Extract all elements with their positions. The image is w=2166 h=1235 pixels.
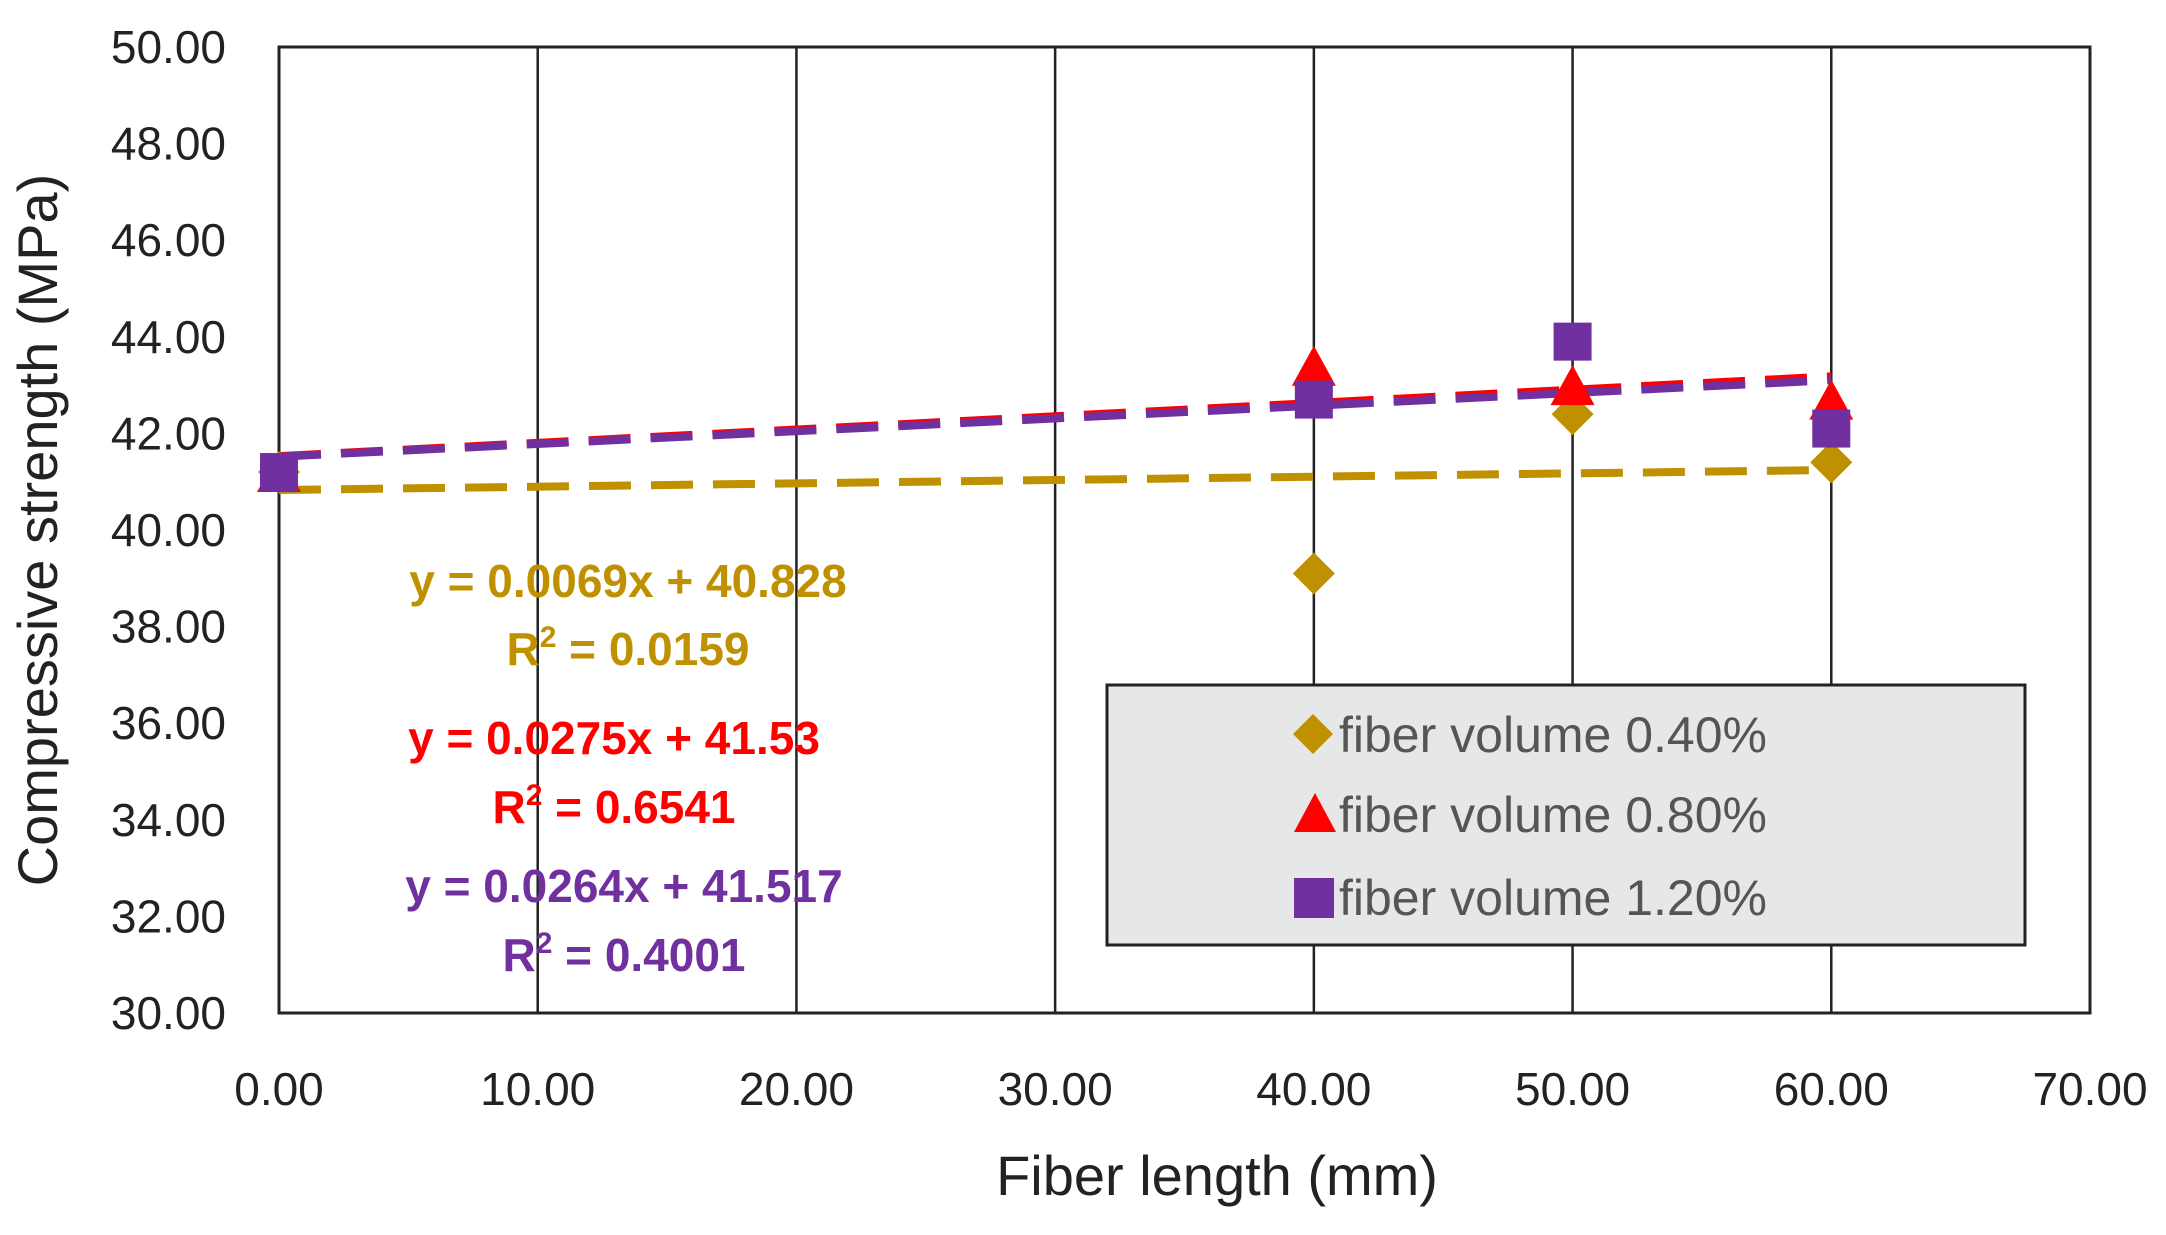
- x-tick-label: 70.00: [2032, 1063, 2147, 1115]
- trendlines: [278, 372, 1832, 495]
- legend-label-1-20: fiber volume 1.20%: [1339, 870, 1767, 926]
- y-tick-label: 40.00: [111, 504, 226, 556]
- r2-0-40: R2 = 0.0159: [506, 621, 749, 675]
- data-point-triangle: [1550, 365, 1595, 406]
- legend-box: [1105, 683, 2027, 947]
- r2-1-20: R2 = 0.4001: [502, 927, 745, 981]
- equation-0-80: y = 0.0275x + 41.53: [408, 712, 820, 764]
- r2-superscript: 2: [526, 779, 543, 812]
- r2-value: = 0.6541: [542, 781, 735, 833]
- y-tick-label: 30.00: [111, 987, 226, 1039]
- data-point-square: [1553, 322, 1592, 361]
- legend-square-icon: [1294, 878, 1334, 918]
- legend-triangle-icon: [1294, 793, 1336, 832]
- data-point-diamond: [1810, 441, 1853, 484]
- legend-label-0-80: fiber volume 0.80%: [1339, 787, 1767, 843]
- x-axis-title: Fiber length (mm): [996, 1144, 1438, 1207]
- y-tick-label: 44.00: [111, 311, 226, 363]
- y-tick-label: 36.00: [111, 697, 226, 749]
- y-tick-label: 32.00: [111, 890, 226, 942]
- y-tick-label: 46.00: [111, 214, 226, 266]
- trendline: [278, 376, 1832, 461]
- trendline: [278, 466, 1832, 495]
- r2-value: = 0.4001: [552, 929, 745, 981]
- y-tick-label: 50.00: [111, 21, 226, 73]
- data-points: [257, 322, 1854, 595]
- x-tick-label: 0.00: [234, 1063, 324, 1115]
- y-tick-label: 48.00: [111, 118, 226, 170]
- y-tick-label: 38.00: [111, 601, 226, 653]
- legend-diamond-icon: [1293, 714, 1333, 754]
- r2-0-80: R2 = 0.6541: [492, 779, 735, 833]
- x-tick-label: 30.00: [998, 1063, 1113, 1115]
- y-tick-label: 42.00: [111, 407, 226, 459]
- x-axis-ticks: 0.00 10.00 20.00 30.00 40.00 50.00 60.00 70.00: [234, 1063, 2147, 1115]
- equation-1-20: y = 0.0264x + 41.517: [405, 860, 842, 912]
- r2-superscript: 2: [540, 621, 557, 654]
- data-point-square: [1812, 409, 1851, 448]
- x-tick-label: 20.00: [739, 1063, 854, 1115]
- r2-value: = 0.0159: [556, 623, 749, 675]
- equation-0-40: y = 0.0069x + 40.828: [409, 555, 846, 607]
- r2-label: R: [492, 781, 525, 833]
- x-tick-label: 60.00: [1774, 1063, 1889, 1115]
- data-point-square: [260, 453, 298, 492]
- r2-label: R: [506, 623, 539, 675]
- x-tick-label: 40.00: [1256, 1063, 1371, 1115]
- legend: fiber volume 0.40% fiber volume 0.80% fi…: [1105, 683, 2027, 947]
- x-tick-label: 50.00: [1515, 1063, 1630, 1115]
- r2-superscript: 2: [536, 927, 553, 960]
- data-point-square: [1294, 380, 1333, 419]
- data-point-diamond: [1292, 552, 1335, 595]
- r2-label: R: [502, 929, 535, 981]
- y-axis-title: Compressive strength (MPa): [6, 174, 69, 887]
- y-axis-ticks: 30.00 32.00 34.00 36.00 38.00 40.00 42.00 44.00…: [111, 21, 226, 1039]
- x-tick-label: 10.00: [480, 1063, 595, 1115]
- y-tick-label: 34.00: [111, 794, 226, 846]
- legend-label-0-40: fiber volume 0.40%: [1339, 707, 1767, 763]
- data-point-triangle: [1291, 345, 1336, 386]
